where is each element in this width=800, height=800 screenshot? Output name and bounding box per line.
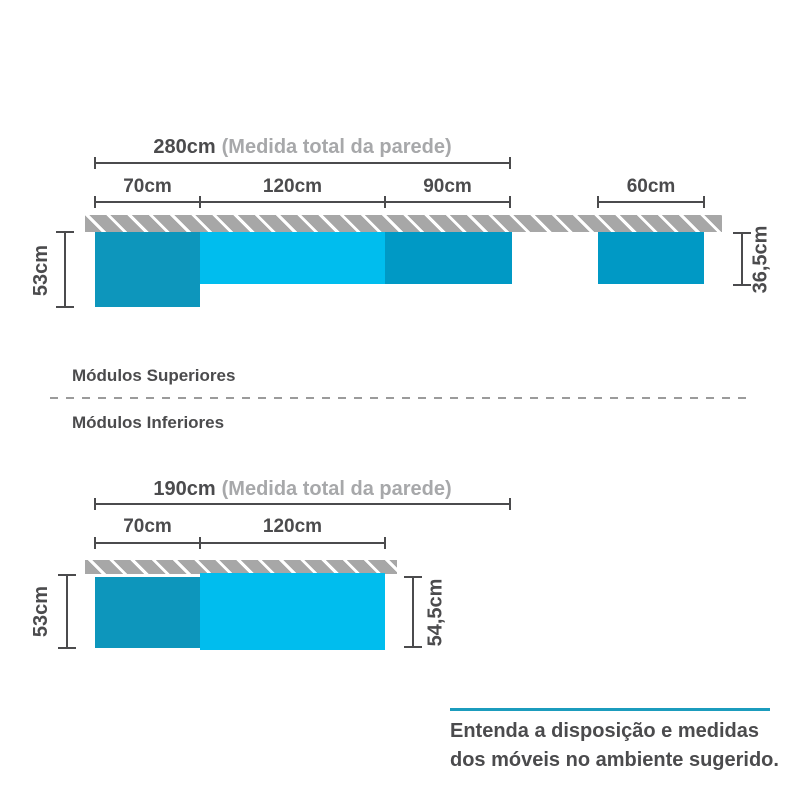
superior-wall-hatch: [85, 215, 722, 232]
superior-total-dimension-label: 280cm (Medida total da parede): [95, 136, 510, 159]
superior-extra-dimension-line: [597, 196, 705, 208]
footer-caption: Entenda a disposição e medidas dos móvei…: [450, 720, 779, 771]
inferior-right-height-line: [404, 576, 422, 648]
footer-accent-rule: [450, 708, 770, 711]
inferior-left-height-line: [58, 574, 76, 649]
superior-right-height-line: [733, 232, 751, 286]
inferior-wall-hatch: [85, 560, 397, 574]
superior-right-height-label: 36,5cm: [749, 225, 772, 293]
superior-total-note: (Medida total da parede): [221, 136, 452, 158]
inferior-segments-dimension-line: [94, 537, 386, 549]
superior-segment-label-70: 70cm: [123, 176, 172, 197]
section-divider-dashed-line: [50, 397, 753, 399]
superior-module-70cm: [95, 232, 200, 307]
superior-segment-label-120: 120cm: [262, 176, 323, 197]
superior-module-60cm: [598, 232, 704, 284]
inferior-module-120cm: [200, 573, 385, 650]
inferior-right-height-label: 54,5cm: [424, 578, 447, 646]
inferior-section-title: Módulos Inferiores: [72, 413, 225, 432]
superior-module-90cm: [385, 232, 512, 284]
inferior-module-70cm: [95, 577, 200, 648]
superior-segment-label-90: 90cm: [423, 176, 472, 197]
inferior-total-note: (Medida total da parede): [221, 478, 452, 500]
superior-module-120cm: [200, 232, 385, 284]
inferior-total-dimension-label: 190cm (Medida total da parede): [95, 478, 510, 501]
superior-section-title: Módulos Superiores: [72, 366, 236, 385]
inferior-total-dimension-line: [94, 498, 511, 510]
superior-total-value: 280cm: [153, 136, 216, 158]
superior-total-dimension-line: [94, 157, 511, 169]
inferior-segment-label-120: 120cm: [262, 516, 323, 537]
superior-segment-label-60: 60cm: [626, 176, 676, 197]
inferior-left-height-label: 53cm: [30, 585, 53, 637]
inferior-segment-label-70: 70cm: [123, 516, 172, 537]
superior-segments-dimension-line: [94, 196, 511, 208]
inferior-total-value: 190cm: [153, 478, 216, 500]
superior-left-height-line: [56, 231, 74, 308]
superior-left-height-label: 53cm: [30, 244, 53, 296]
